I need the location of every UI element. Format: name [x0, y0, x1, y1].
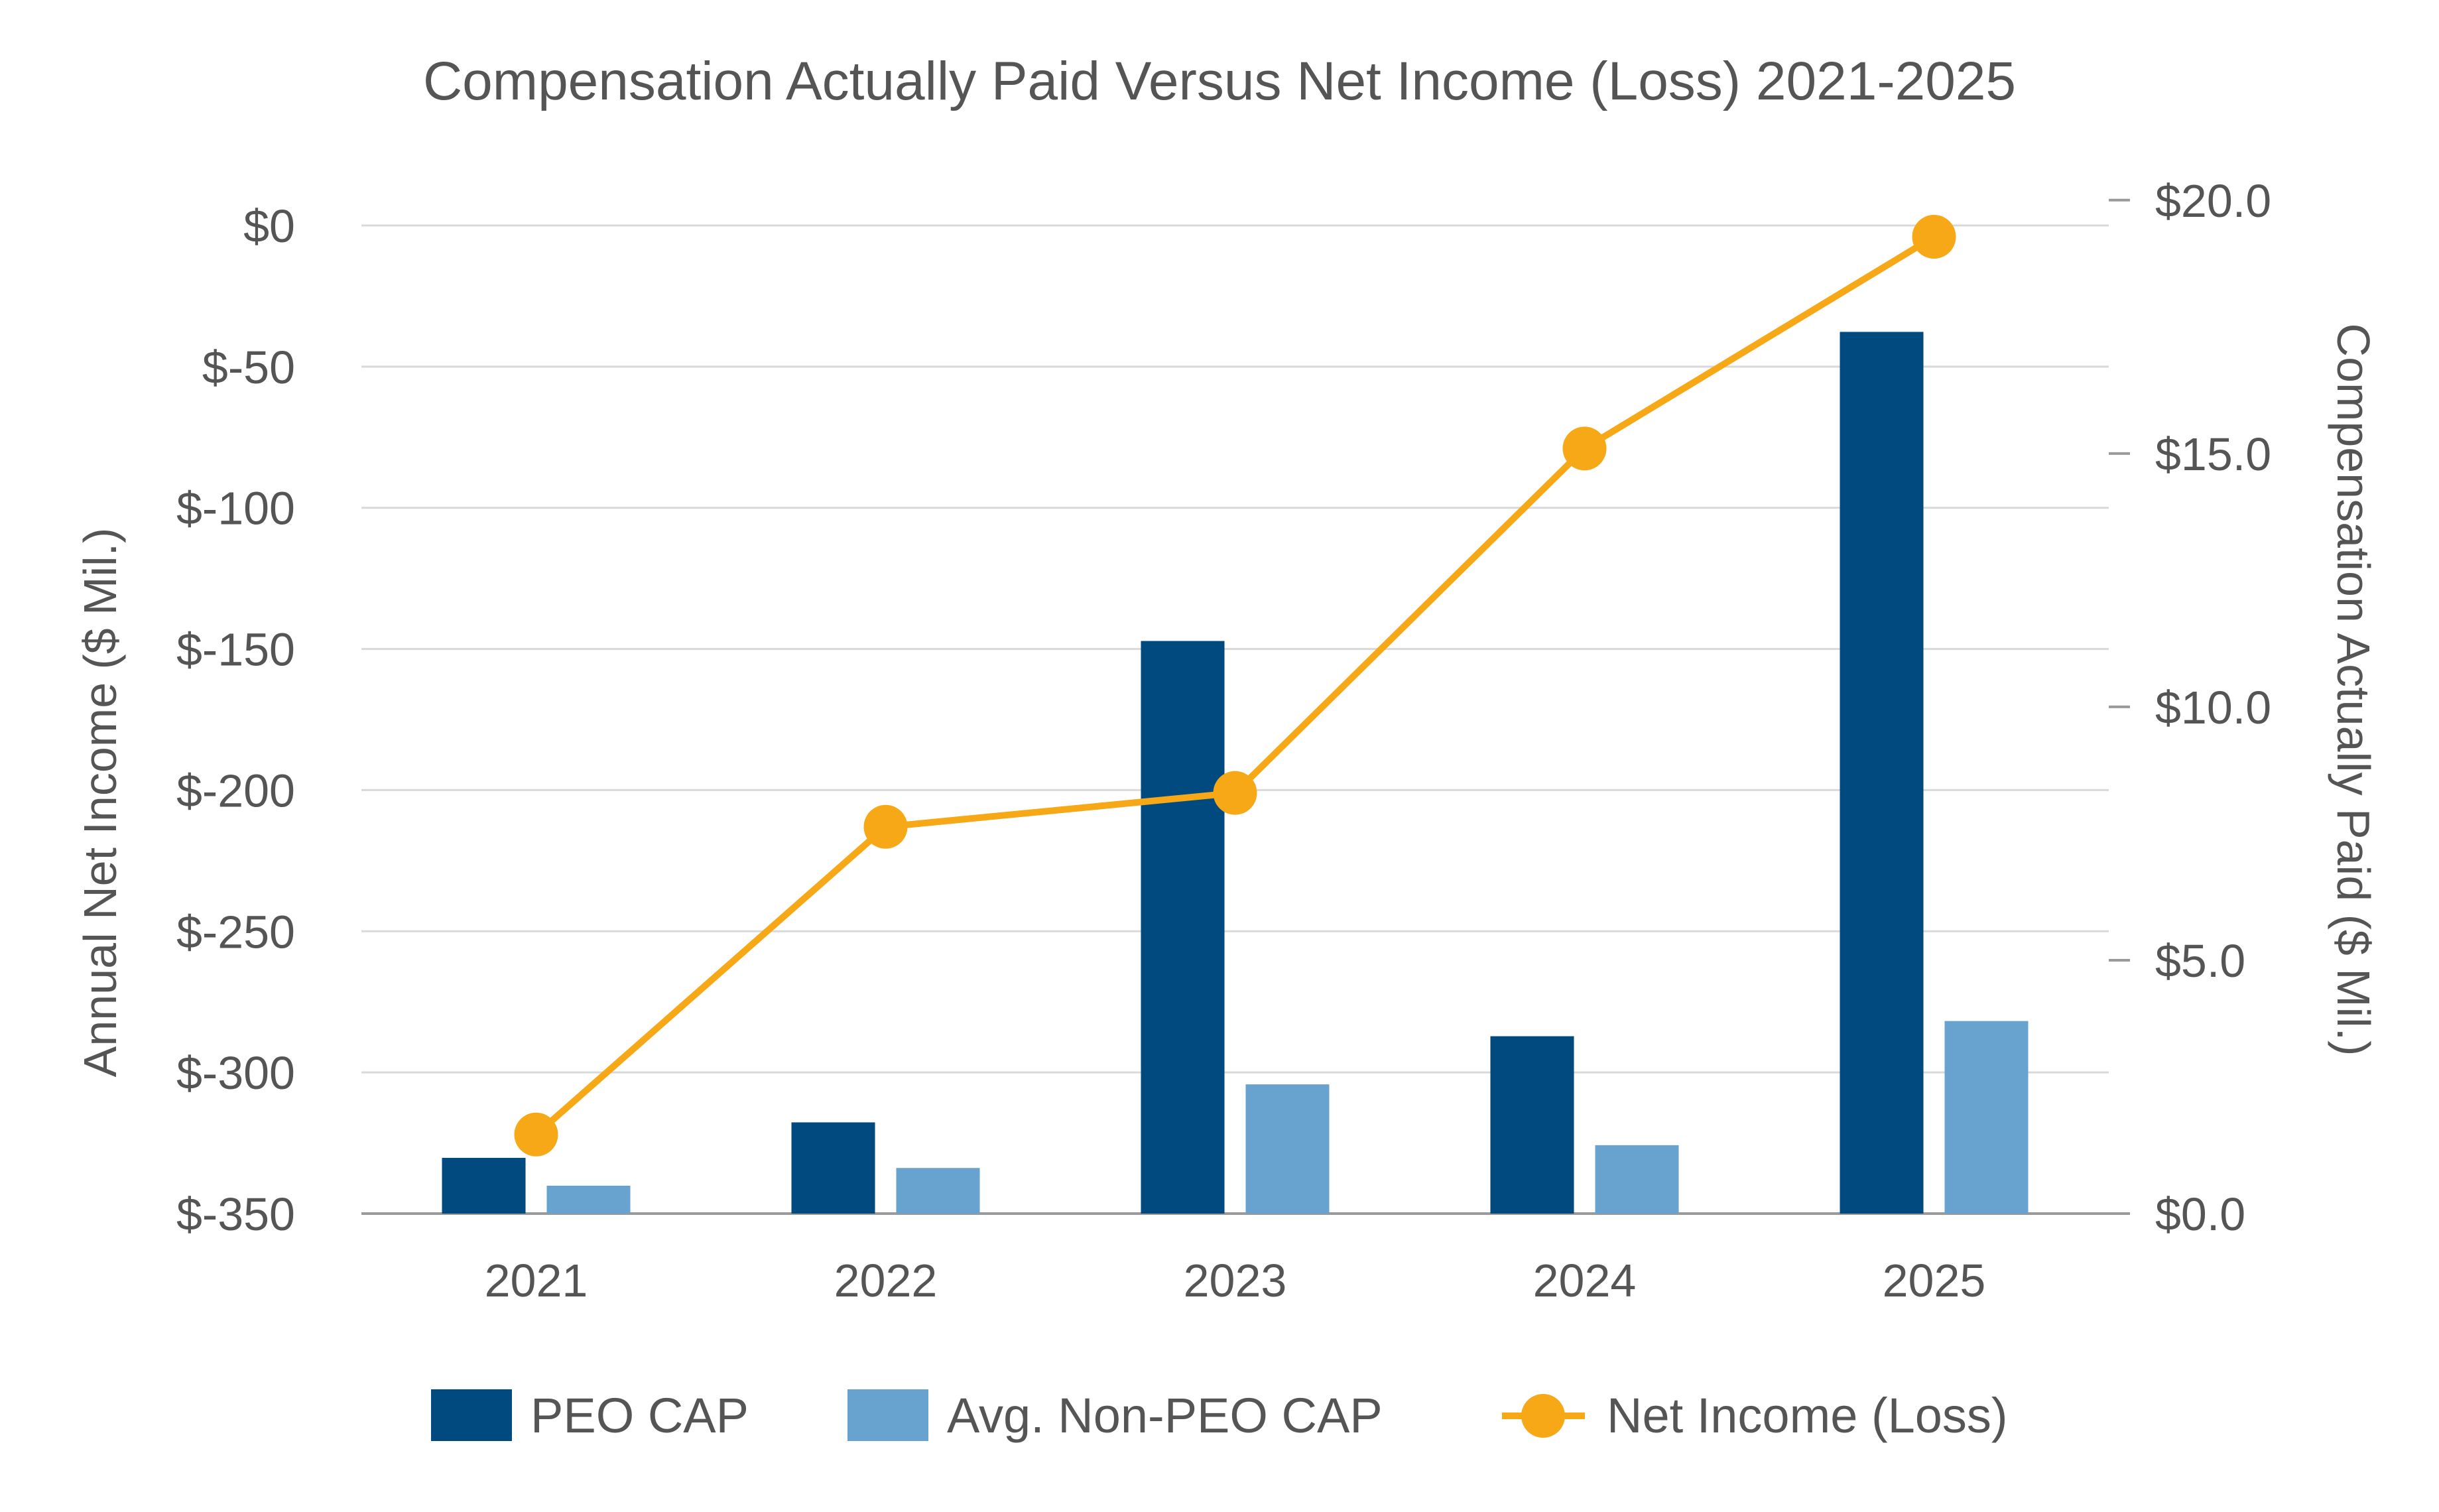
bar-avg-non-peo-cap-2025	[1944, 1021, 2029, 1214]
net-income-marker-2022	[863, 804, 908, 849]
net-income-marker-2023	[1213, 771, 1257, 815]
right-tick-label: $0.0	[2155, 1188, 2245, 1240]
net-income-line-path	[534, 233, 1936, 1137]
net-income-marker-2024	[1562, 426, 1607, 471]
bar-avg-non-peo-cap-2023	[1245, 1084, 1330, 1214]
left-tick-label: $-150	[176, 624, 295, 676]
right-tick-label: $5.0	[2155, 935, 2245, 987]
left-tick-label: $-300	[176, 1047, 295, 1099]
bar-peo-cap-2023	[1141, 641, 1225, 1214]
left-tick-label: $0	[243, 200, 295, 252]
legend-swatch-0	[431, 1389, 512, 1441]
left-tick-label: $-350	[176, 1188, 295, 1240]
left-tick-label: $-100	[176, 483, 295, 535]
net-income-line	[514, 215, 1956, 1157]
bar-peo-cap-2024	[1490, 1036, 1574, 1214]
legend-label-1: Avg. Non-PEO CAP	[947, 1388, 1383, 1443]
left-tick-label: $-200	[176, 765, 295, 816]
x-axis: 2021 2022 2023 2024 2025	[485, 1255, 1986, 1306]
bar-peo-cap-2022	[791, 1122, 875, 1214]
right-tick-label: $20.0	[2155, 175, 2271, 227]
left-axis: $0 $-50 $-100 $-150 $-200 $-250 $-300 $-350	[176, 200, 295, 1240]
right-axis-label: Compensation Actually Paid ($ Mil.)	[2328, 324, 2379, 1056]
legend-label-0: PEO CAP	[531, 1388, 749, 1443]
x-tick-label: 2021	[485, 1255, 588, 1306]
legend-marker-swatch	[1521, 1394, 1565, 1438]
net-income-marker-2025	[1912, 215, 1956, 259]
left-axis-label: Annual Net Income ($ Mil.)	[74, 528, 126, 1078]
bar-avg-non-peo-cap-2021	[546, 1185, 631, 1214]
bar-peo-cap-2021	[442, 1157, 526, 1214]
x-tick-label: 2023	[1184, 1255, 1287, 1306]
right-axis: $20.0 $15.0 $10.0 $5.0 $0.0	[2109, 175, 2271, 1240]
left-tick-label: $-250	[176, 906, 295, 958]
right-tick-label: $15.0	[2155, 428, 2271, 480]
x-tick-label: 2024	[1533, 1255, 1637, 1306]
legend-label-2: Net Income (Loss)	[1607, 1388, 2008, 1443]
bar-avg-non-peo-cap-2024	[1595, 1145, 1679, 1214]
right-tick-label: $10.0	[2155, 682, 2271, 733]
net-income-marker-2021	[514, 1112, 558, 1157]
legend-swatch-1	[847, 1389, 928, 1441]
x-tick-label: 2022	[834, 1255, 938, 1306]
chart-title: Compensation Actually Paid Versus Net In…	[423, 51, 2016, 111]
left-tick-label: $-50	[202, 342, 295, 393]
bar-peo-cap-2025	[1840, 332, 1924, 1214]
x-tick-label: 2025	[1883, 1255, 1986, 1306]
bar-avg-non-peo-cap-2022	[896, 1168, 980, 1214]
legend: PEO CAP Avg. Non-PEO CAP Net Income (Loss)	[431, 1388, 2008, 1443]
bars	[442, 332, 2029, 1214]
